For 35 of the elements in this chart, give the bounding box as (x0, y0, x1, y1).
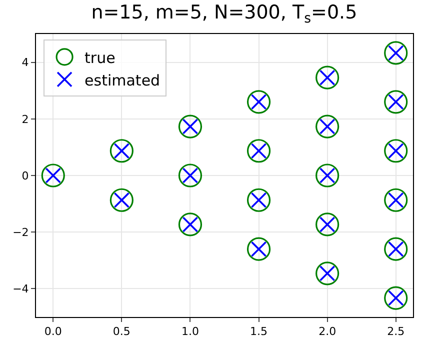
point (41, 164, 65, 188)
x-tick-label: 1.0 (181, 325, 199, 338)
legend-label: true (84, 48, 116, 67)
y-tick-label: 4 (22, 56, 29, 70)
chart-title: n=15, m=5, N=300, T$_{s}$=0.5 (91, 1, 358, 26)
y-tick-label: 0 (22, 169, 29, 182)
x-tick-label: 1.5 (250, 325, 268, 338)
point (246, 237, 271, 261)
x-tick-label: 2.0 (318, 325, 336, 338)
point (110, 188, 134, 212)
point (316, 212, 340, 236)
point (110, 139, 134, 163)
point (316, 114, 340, 138)
point (384, 41, 408, 65)
y-tick-label: 2 (22, 112, 29, 126)
legend-label: estimated (84, 71, 160, 90)
point (178, 164, 202, 188)
point (178, 114, 202, 138)
point (384, 139, 408, 163)
y-tick-label: −2 (12, 226, 29, 239)
point (316, 164, 340, 188)
point (246, 188, 271, 212)
point (246, 139, 271, 163)
point (384, 188, 408, 212)
point (384, 237, 408, 261)
point (384, 286, 408, 310)
x-tick-label: 2.5 (387, 325, 405, 338)
point (316, 66, 340, 90)
point (178, 212, 202, 236)
y-tick-label: −4 (12, 282, 29, 296)
x-tick-label: 0.0 (44, 325, 62, 338)
point (384, 90, 408, 114)
x-tick-label: 0.5 (112, 325, 130, 338)
point (246, 90, 271, 114)
point (316, 262, 340, 286)
